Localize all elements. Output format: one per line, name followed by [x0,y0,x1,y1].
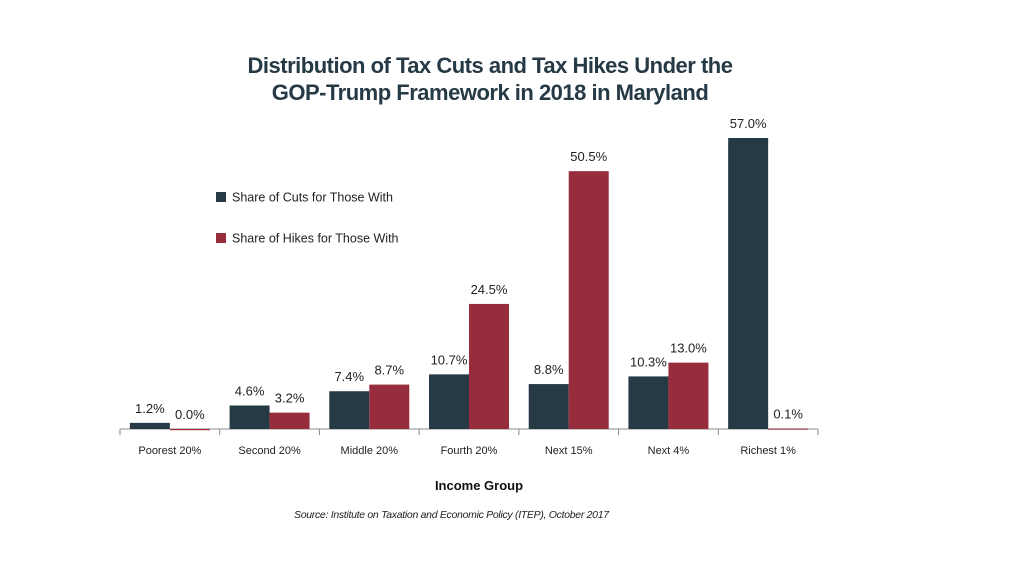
bar-cuts [129,422,170,429]
bar-hikes [469,303,509,429]
bar-cuts [628,376,669,429]
legend-swatch [216,192,226,202]
chart-title-line-2: GOP-Trump Framework in 2018 in Maryland [271,80,709,105]
bar-hikes [369,384,410,429]
data-label: 8.8% [534,362,564,377]
x-tick-label: Richest 1% [740,445,796,457]
bar-cuts [229,405,270,429]
chart-title-line-1: Distribution of Tax Cuts and Tax Hikes U… [247,53,733,78]
data-label: 13.0% [670,341,707,356]
bar-hikes [568,171,609,429]
data-label: 1.2% [135,401,165,416]
data-label: 3.2% [275,391,305,406]
bar-hikes [169,429,210,431]
bar-hikes [668,362,709,429]
x-tick-label: Second 20% [238,445,301,457]
legend-label: Share of Cuts for Those With [232,191,393,205]
data-label: 0.0% [175,407,205,422]
bar-cuts [528,384,569,429]
x-tick-label: Next 15% [545,445,593,457]
data-label: 24.5% [471,282,508,297]
bar-cuts [728,138,769,429]
bar-hikes [768,428,809,430]
data-label: 8.7% [374,363,404,378]
legend-swatch [216,233,226,243]
data-label: 0.1% [773,406,803,421]
data-label: 10.7% [431,352,468,367]
x-tick-label: Poorest 20% [138,445,201,457]
chart-source: Source: Institute on Taxation and Econom… [294,509,609,521]
data-label: 10.3% [630,354,667,369]
x-tick-label: Middle 20% [341,445,399,457]
data-label: 7.4% [334,369,364,384]
bar-hikes [269,412,310,429]
x-tick-label: Fourth 20% [441,445,498,457]
data-label: 57.0% [730,116,767,131]
bar-cuts [429,374,469,429]
data-label: 50.5% [570,149,607,164]
legend-label: Share of Hikes for Those With [232,232,399,246]
chart-title: Distribution of Tax Cuts and Tax Hikes U… [0,52,980,106]
data-label: 4.6% [235,384,265,399]
x-tick-label: Next 4% [648,445,690,457]
bar-cuts [329,391,370,429]
x-axis-title: Income Group [435,478,523,493]
